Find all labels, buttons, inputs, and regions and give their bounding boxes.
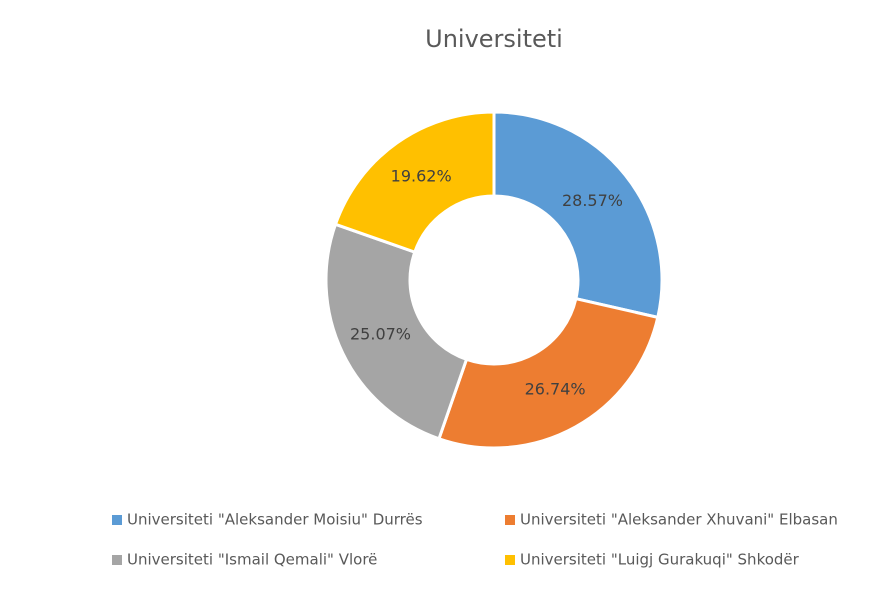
chart-title: Universiteti (425, 25, 563, 53)
legend-label: Universiteti "Luigj Gurakuqi" Shkodër (520, 551, 800, 569)
data-label: 26.74% (525, 380, 586, 399)
donut-segment (437, 296, 660, 450)
donut-segment (324, 222, 469, 441)
donut-segment (333, 110, 496, 255)
data-label: 28.57% (562, 191, 623, 210)
data-label: 19.62% (391, 167, 452, 186)
donut-segment (492, 110, 664, 320)
data-label: 25.07% (350, 324, 411, 343)
legend-label: Universiteti "Ismail Qemali" Vlorë (127, 551, 377, 569)
legend-label: Universiteti "Aleksander Moisiu" Durrës (127, 511, 423, 529)
legend-swatch (505, 555, 515, 565)
legend-swatch (112, 515, 122, 525)
legend-swatch (505, 515, 515, 525)
legend-label: Universiteti "Aleksander Xhuvani" Elbasa… (520, 511, 838, 529)
legend-swatch (112, 555, 122, 565)
